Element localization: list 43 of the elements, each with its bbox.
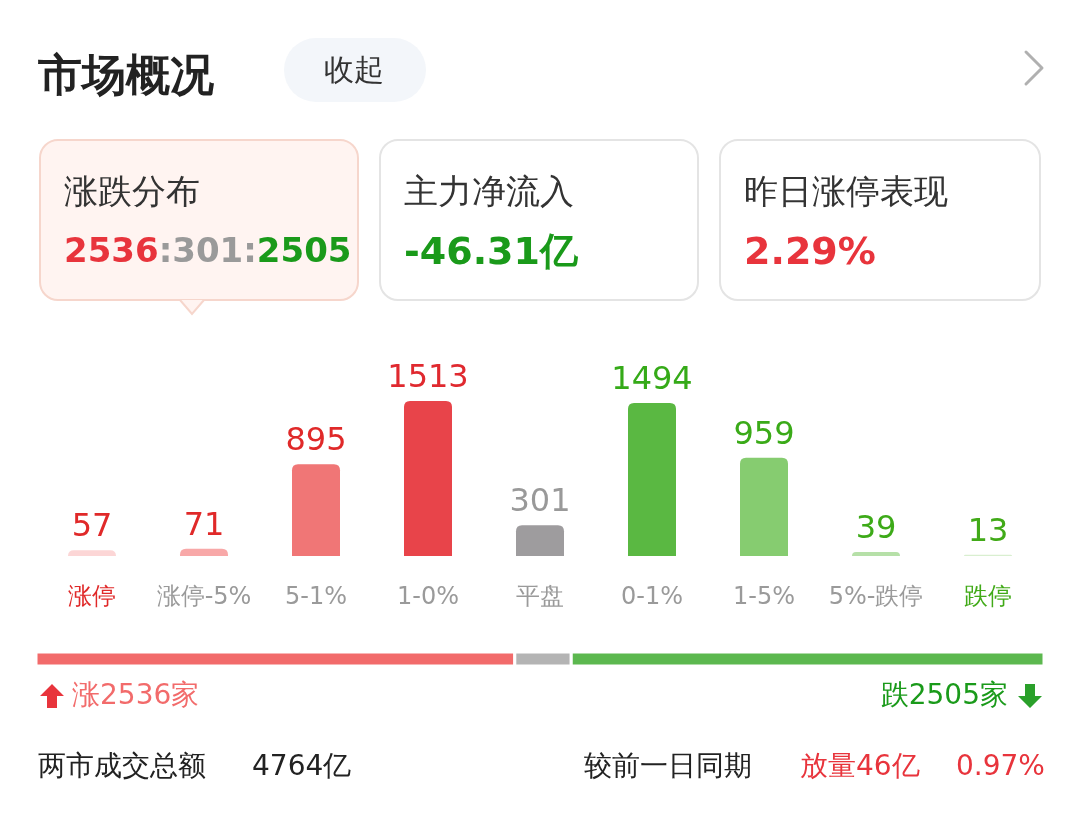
data-label: 1513 xyxy=(387,357,469,395)
data-label: 959 xyxy=(733,413,795,452)
text: 4764亿 xyxy=(252,749,352,782)
data-label: 1494 xyxy=(611,358,693,397)
x-tick-label: 1-0% xyxy=(396,582,460,610)
text: :301: xyxy=(158,230,257,270)
chart-title: 市场概况 xyxy=(38,49,214,100)
text: 较前一日同期 xyxy=(584,749,752,782)
text: 放量46亿 xyxy=(800,749,920,782)
bar xyxy=(68,550,116,556)
bar xyxy=(628,402,676,556)
bar xyxy=(292,464,340,556)
text: 2505 xyxy=(256,230,352,270)
data-label: 57 xyxy=(71,506,113,545)
data-label: 71 xyxy=(183,504,225,543)
text: 0.97% xyxy=(956,749,1045,782)
text: -46.31亿 xyxy=(404,229,579,273)
x-tick-label: 涨停-5% xyxy=(156,582,252,610)
bar xyxy=(404,401,452,556)
x-tick-label: 涨停 xyxy=(68,582,116,610)
data-label: 39 xyxy=(855,508,897,546)
x-tick-label: 跌停 xyxy=(964,582,1012,610)
text: 2536 xyxy=(64,230,159,270)
text: 跌2505家 xyxy=(880,678,1008,711)
data-label: 895 xyxy=(285,420,347,459)
x-tick-label: 平盘 xyxy=(516,582,564,610)
bar xyxy=(516,525,564,556)
data-label: 301 xyxy=(509,481,571,520)
bar xyxy=(180,548,228,556)
text: 昨日涨停表现 xyxy=(744,171,948,211)
bar xyxy=(852,552,900,556)
bar xyxy=(740,457,788,556)
x-tick-label: 1-5% xyxy=(732,582,796,610)
text: 2.29% xyxy=(744,229,876,273)
text: 收起 xyxy=(324,52,384,87)
x-tick-label: 5%-跌停 xyxy=(828,582,924,610)
data-label: 13 xyxy=(967,510,1009,549)
text: 涨跌分布 xyxy=(64,171,200,211)
x-tick-label: 5-1% xyxy=(284,582,348,610)
text: 主力净流入 xyxy=(404,171,574,211)
text: 涨2536家 xyxy=(72,678,200,711)
text: 两市成交总额 xyxy=(38,749,206,782)
x-tick-label: 0-1% xyxy=(620,582,684,610)
